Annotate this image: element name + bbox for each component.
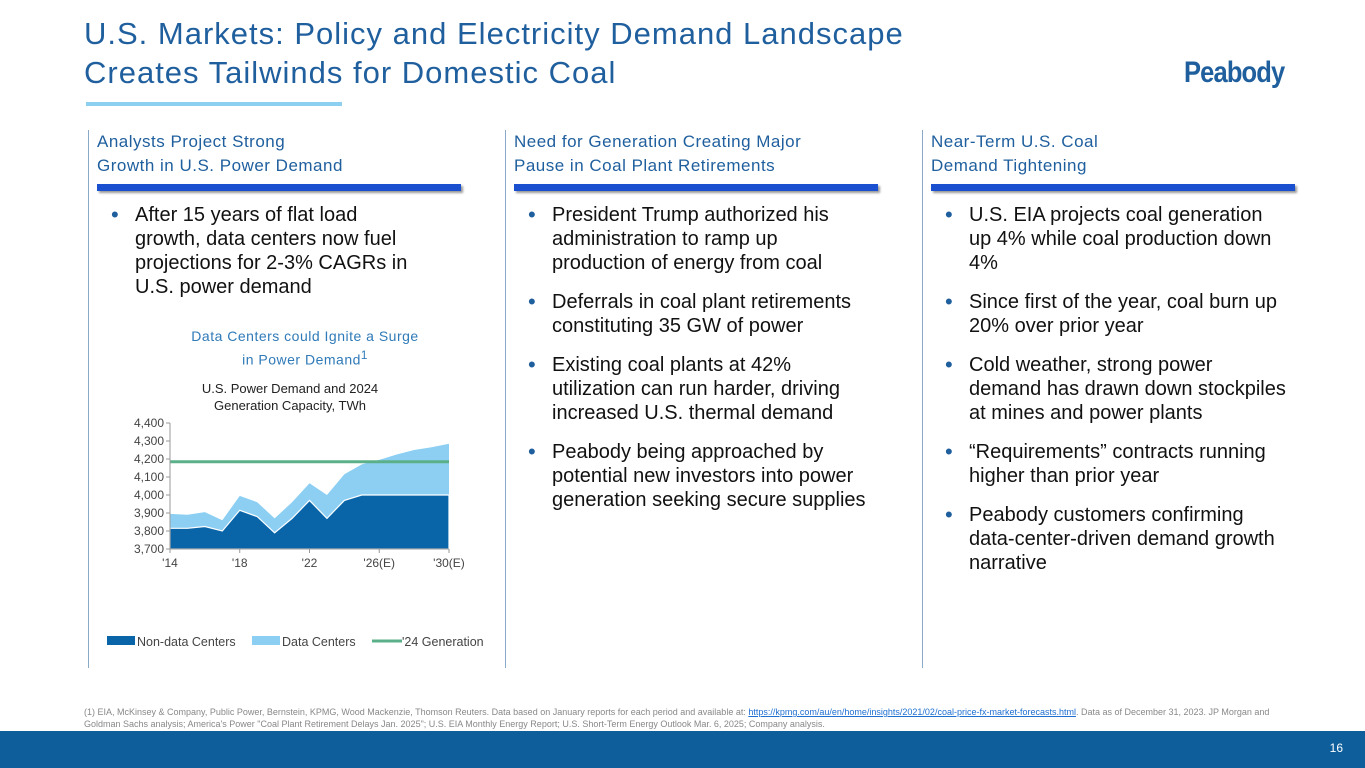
title-underline (86, 102, 342, 106)
chart-heading: Data Centers could Ignite a Surge in Powe… (140, 327, 470, 370)
bullet: After 15 years of flat load growth, data… (89, 203, 419, 299)
chart-heading-line: in Power Demand (242, 351, 361, 368)
heading-line: Need for Generation Creating Major (514, 132, 802, 151)
column-heading: Analysts Project Strong Growth in U.S. Po… (89, 130, 461, 178)
column-heading: Near-Term U.S. Coal Demand Tightening (923, 130, 1295, 178)
x-tick-label: '30(E) (433, 556, 465, 570)
legend-label: '24 Generation (402, 635, 484, 649)
bullet: Existing coal plants at 42% utilization … (506, 353, 866, 425)
column-power-demand: Analysts Project Strong Growth in U.S. Po… (89, 130, 461, 314)
heading-line: Demand Tightening (931, 156, 1087, 175)
heading-bar (97, 184, 461, 191)
heading-line: Near-Term U.S. Coal (931, 132, 1099, 151)
legend-swatch (107, 636, 135, 645)
bullet: Peabody being approached by potential ne… (506, 440, 866, 512)
footnote-ref: 1 (360, 349, 368, 362)
legend-label: Data Centers (282, 635, 356, 649)
y-tick-label: 4,300 (134, 434, 164, 448)
page-title: U.S. Markets: Policy and Electricity Dem… (84, 14, 904, 92)
bullet: President Trump authorized his administr… (506, 203, 866, 275)
x-tick-label: '22 (302, 556, 318, 570)
heading-line: Growth in U.S. Power Demand (97, 156, 343, 175)
y-tick-label: 3,800 (134, 524, 164, 538)
footer-bar: 16 (0, 731, 1365, 768)
page-number: 16 (1329, 741, 1343, 755)
y-tick-label: 3,900 (134, 506, 164, 520)
heading-line: Analysts Project Strong (97, 132, 286, 151)
legend-label: Non-data Centers (137, 635, 236, 649)
bullet: U.S. EIA projects coal generation up 4% … (923, 203, 1288, 275)
peabody-logo: Peabody (1184, 56, 1285, 89)
bullet: Peabody customers confirming data-center… (923, 503, 1288, 575)
footnote-text: (1) EIA, McKinsey & Company, Public Powe… (84, 707, 749, 717)
chart-heading-line: Data Centers could Ignite a Surge (191, 328, 419, 344)
chart-title: U.S. Power Demand and 2024 Generation Cap… (170, 380, 410, 414)
column-coal-demand: Near-Term U.S. Coal Demand Tightening U.S… (923, 130, 1295, 590)
footnote: (1) EIA, McKinsey & Company, Public Powe… (84, 706, 1294, 730)
y-tick-label: 4,100 (134, 470, 164, 484)
y-tick-label: 4,200 (134, 452, 164, 466)
x-tick-label: '26(E) (363, 556, 395, 570)
y-tick-label: 3,700 (134, 542, 164, 556)
legend-swatch (252, 636, 280, 645)
non-data-centers-area (169, 494, 450, 550)
y-tick-label: 4,400 (134, 416, 164, 430)
bullet: Since first of the year, coal burn up 20… (923, 290, 1288, 338)
bullet: Cold weather, strong power demand has dr… (923, 353, 1288, 425)
column-heading: Need for Generation Creating Major Pause … (506, 130, 878, 178)
heading-bar (931, 184, 1295, 191)
footnote-text: . Data as of December 31, 2023. JP Morga… (84, 707, 1270, 729)
source-link[interactable]: https://kpmg.com/au/en/home/insights/202… (748, 707, 1076, 717)
divider (88, 130, 89, 668)
chart-title-line: Generation Capacity, TWh (214, 398, 366, 413)
bullet: “Requirements” contracts running higher … (923, 440, 1288, 488)
heading-line: Pause in Coal Plant Retirements (514, 156, 776, 175)
y-tick-label: 4,000 (134, 488, 164, 502)
x-tick-label: '18 (232, 556, 248, 570)
column-retirements: Need for Generation Creating Major Pause … (506, 130, 878, 527)
heading-bar (514, 184, 878, 191)
chart-title-line: U.S. Power Demand and 2024 (201, 381, 379, 396)
title-line: U.S. Markets: Policy and Electricity Dem… (84, 16, 904, 51)
bullet: Deferrals in coal plant retirements cons… (506, 290, 866, 338)
title-line: Creates Tailwinds for Domestic Coal (84, 55, 617, 90)
x-tick-label: '14 (162, 556, 178, 570)
